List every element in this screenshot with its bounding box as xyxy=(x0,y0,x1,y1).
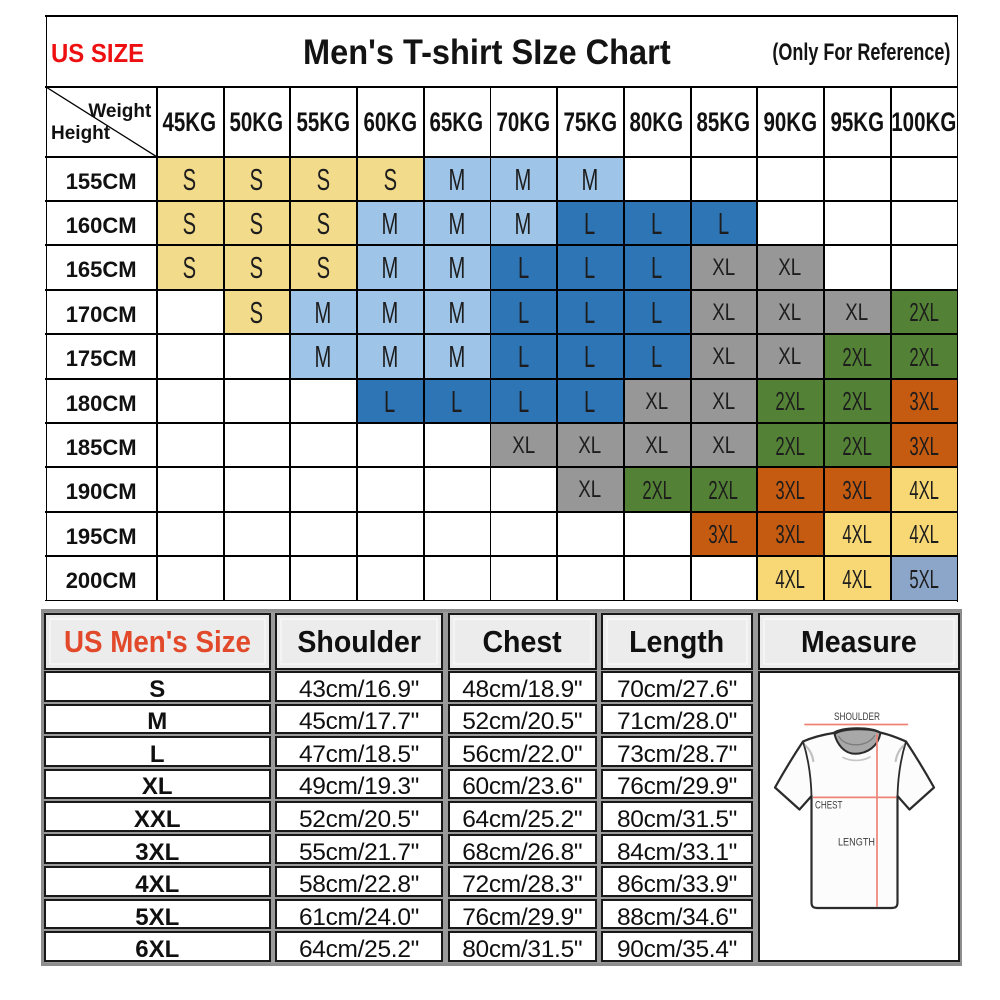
svg-text:SHOULDER: SHOULDER xyxy=(834,711,880,723)
svg-text:LENGTH: LENGTH xyxy=(838,836,875,848)
svg-text:CHEST: CHEST xyxy=(815,799,843,811)
